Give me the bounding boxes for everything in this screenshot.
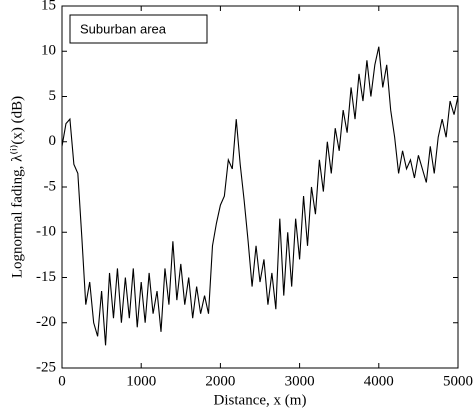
- legend-text: Suburban area: [80, 21, 167, 36]
- data-line: [61, 46, 459, 346]
- x-tick-label: 5000: [443, 373, 473, 389]
- x-tick-label: 4000: [364, 373, 394, 389]
- y-tick-label: -15: [36, 269, 56, 285]
- x-tick-label: 2000: [205, 373, 235, 389]
- y-tick-label: 15: [41, 0, 56, 13]
- legend-box: [69, 14, 208, 44]
- y-tick-label: -25: [36, 359, 56, 375]
- y-tick-label: 5: [49, 88, 57, 104]
- plot-frame: [61, 5, 459, 369]
- y-axis-label: Lognormal fading, λ⁽ⁱ⁾(x) (dB): [9, 96, 25, 278]
- y-tick-label: 10: [41, 43, 56, 59]
- x-tick-label: 3000: [285, 373, 315, 389]
- x-tick-label: 1000: [126, 373, 156, 389]
- y-tick-label: -5: [44, 178, 57, 194]
- y-tick-label: -20: [36, 314, 56, 330]
- x-tick-label: 0: [58, 373, 66, 389]
- y-tick-label: -10: [36, 224, 56, 240]
- x-axis-label: Distance, x (m): [214, 392, 307, 408]
- y-tick-label: 0: [49, 133, 57, 149]
